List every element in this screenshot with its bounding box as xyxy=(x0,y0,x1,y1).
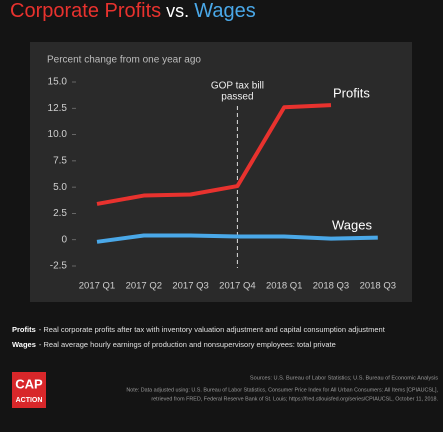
title-part: vs. xyxy=(166,1,189,21)
annotation-text: GOP tax bill xyxy=(211,81,264,92)
plot-panel xyxy=(30,42,412,302)
title-part: Corporate Profits xyxy=(10,0,161,22)
x-tick-label: 2018 Q3 xyxy=(313,281,349,292)
chart-title: Corporate Profits vs. Wages xyxy=(10,0,256,22)
logo-box xyxy=(12,372,46,408)
note: Profits - Real corporate profits after ta… xyxy=(12,325,386,334)
note-text: - Real average hourly earnings of produc… xyxy=(39,340,336,349)
sources: Sources: U.S. Bureau of Labor Statistics… xyxy=(250,375,438,381)
data-note: retrieved from FRED, Federal Reserve Ban… xyxy=(151,396,438,402)
y-tick-label: 7.5 xyxy=(53,155,67,166)
y-tick-label: 10.0 xyxy=(48,129,68,140)
series-label: Profits xyxy=(333,85,370,100)
note-text: - Real corporate profits after tax with … xyxy=(39,325,386,334)
note: Wages - Real average hourly earnings of p… xyxy=(12,340,336,349)
title-part: Wages xyxy=(194,0,256,22)
x-tick-label: 2017 Q1 xyxy=(79,281,115,292)
x-tick-label: 2017 Q4 xyxy=(219,281,255,292)
subtitle: Percent change from one year ago xyxy=(47,55,201,66)
y-tick-label: 12.5 xyxy=(48,103,68,114)
x-tick-label: 2017 Q3 xyxy=(172,281,208,292)
annotation-text: passed xyxy=(221,92,253,103)
y-tick-label: 5.0 xyxy=(53,182,67,193)
series-label: Wages xyxy=(332,217,372,232)
y-tick-label: 15.0 xyxy=(48,77,68,88)
x-tick-label: 2018 Q3 xyxy=(360,281,396,292)
note-term: Profits xyxy=(12,325,36,334)
data-note: Note: Data adjusted using: U.S. Bureau o… xyxy=(126,387,438,393)
y-tick-label: -2.5 xyxy=(50,261,68,272)
x-tick-label: 2017 Q2 xyxy=(126,281,162,292)
logo-text: CAP xyxy=(15,376,43,391)
logo-text: ACTION xyxy=(16,397,43,404)
note-term: Wages xyxy=(12,340,36,349)
series-line xyxy=(96,233,378,244)
series-line xyxy=(96,103,332,206)
y-tick-label: 2.5 xyxy=(53,208,67,219)
y-tick-label: 0 xyxy=(61,234,67,245)
x-tick-label: 2018 Q1 xyxy=(266,281,302,292)
